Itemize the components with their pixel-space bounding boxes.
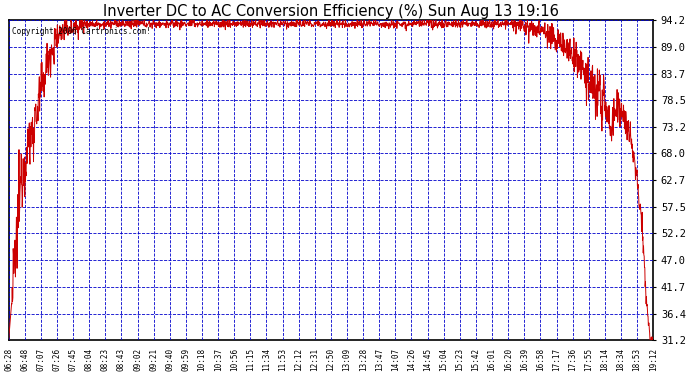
Text: Copyright 2006 Cartronics.com!: Copyright 2006 Cartronics.com! (12, 27, 150, 36)
Title: Inverter DC to AC Conversion Efficiency (%) Sun Aug 13 19:16: Inverter DC to AC Conversion Efficiency … (103, 4, 559, 19)
